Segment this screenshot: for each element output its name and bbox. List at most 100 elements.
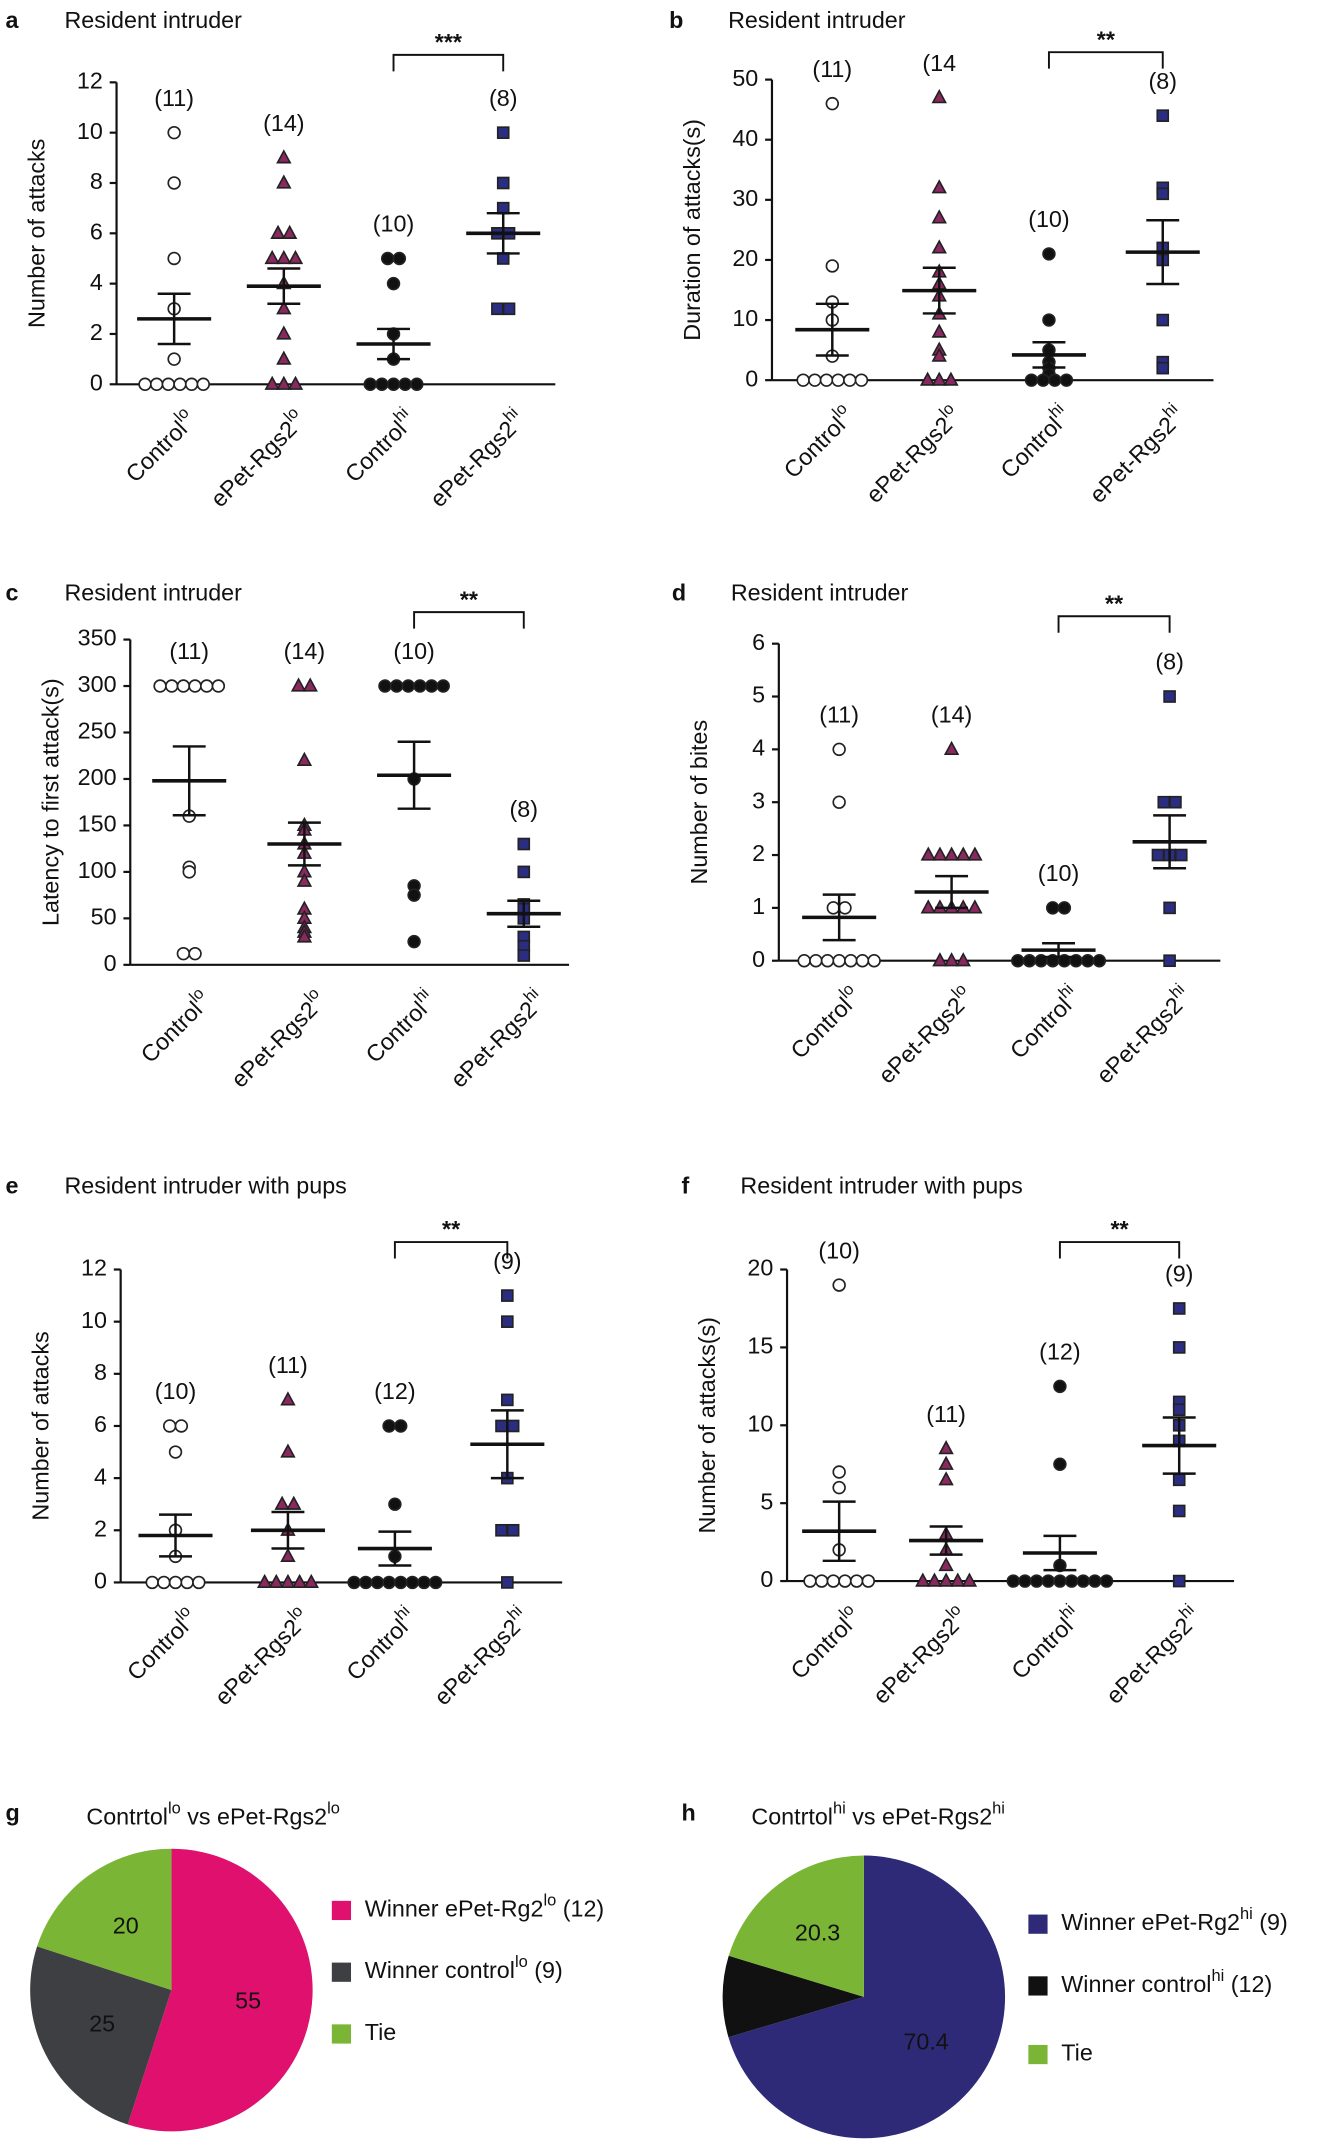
point	[1157, 795, 1171, 809]
point	[1006, 1574, 1021, 1588]
sem-bar	[157, 292, 191, 346]
panel-title: Contrtollo vs ePet-Rgs2lo	[86, 1800, 340, 1830]
point	[1174, 848, 1188, 862]
y-tick-label: 20	[732, 245, 758, 271]
text-part: Control	[779, 412, 850, 484]
sem-bar	[815, 302, 849, 357]
n-label: (11)	[169, 638, 209, 664]
sem-bar	[490, 1409, 524, 1480]
point	[501, 1315, 514, 1328]
y-tick-label: 5	[752, 682, 765, 708]
point	[276, 300, 292, 315]
text-part: Control	[122, 1614, 193, 1686]
n-label: (11)	[154, 85, 194, 111]
text-part: ePet-Rgs2	[425, 416, 521, 512]
superscript: lo	[515, 1954, 528, 1972]
significance-bracket	[392, 53, 505, 72]
point	[167, 352, 181, 366]
pie-slice	[728, 1855, 1006, 2139]
y-tick-label: 8	[90, 168, 103, 194]
panel-label: e	[5, 1172, 18, 1198]
text-part: (9)	[1253, 1909, 1288, 1935]
text-part: Control	[1006, 1613, 1077, 1685]
point	[280, 1573, 296, 1589]
panel-title: Resident intruder with pups	[740, 1172, 1022, 1198]
point	[826, 901, 841, 915]
n-label: (8)	[489, 85, 517, 111]
point	[495, 1419, 508, 1433]
point	[407, 888, 421, 902]
sem-bar	[1043, 1534, 1077, 1572]
y-tick-label: 4	[90, 269, 103, 295]
legend-swatch	[1028, 1914, 1048, 1934]
point	[184, 377, 199, 392]
point	[955, 846, 971, 861]
point	[819, 373, 834, 387]
x-tick-label: ePet-Rgs2lo	[203, 404, 311, 512]
point	[173, 377, 187, 392]
point	[401, 679, 415, 693]
x-tick-label: Controlhi	[337, 404, 420, 487]
point	[931, 347, 947, 362]
point	[286, 1495, 302, 1510]
point	[961, 1572, 978, 1587]
point	[1057, 901, 1072, 915]
point	[517, 949, 531, 962]
point	[394, 1575, 408, 1590]
text-part: ePet-Rgs2	[1085, 412, 1181, 508]
point	[1011, 953, 1025, 968]
panel-label: b	[669, 7, 683, 33]
significance-bracket	[1057, 615, 1171, 633]
n-label: (14)	[284, 638, 325, 664]
y-tick-label: 150	[78, 811, 117, 837]
point	[943, 371, 959, 386]
point	[1018, 1574, 1032, 1588]
text-part: ePet-Rgs2	[868, 1613, 964, 1709]
point	[280, 1391, 296, 1406]
n-label: (10)	[155, 1378, 196, 1404]
point	[915, 1572, 931, 1587]
point	[287, 249, 304, 265]
x-tick-label: Controllo	[133, 985, 216, 1068]
point	[967, 899, 983, 914]
text-part: Control	[340, 416, 411, 488]
point	[943, 846, 960, 861]
point	[861, 1574, 876, 1588]
point	[417, 1575, 431, 1590]
x-tick-label: Controlhi	[1002, 980, 1085, 1063]
n-label: (11)	[819, 702, 859, 728]
point	[363, 377, 377, 392]
point	[943, 740, 960, 755]
text-part: (12)	[1224, 1971, 1272, 1997]
text-part: Winner control	[1061, 1971, 1211, 1997]
point	[386, 377, 401, 392]
point	[920, 846, 936, 861]
point	[1059, 373, 1074, 387]
y-tick-label: 50	[91, 904, 117, 930]
slice-label: 55	[235, 1987, 261, 2013]
point	[276, 149, 292, 164]
significance-bracket	[1047, 51, 1164, 69]
x-tick-label: Controllo	[118, 404, 201, 487]
text-part: Control	[121, 416, 192, 488]
point	[424, 679, 439, 693]
x-tick-label: Controlhi	[993, 400, 1076, 483]
point	[832, 1465, 846, 1479]
point	[1163, 954, 1176, 968]
significance-label: **	[460, 586, 479, 612]
point	[820, 953, 835, 968]
y-tick-label: 3	[752, 787, 765, 813]
point	[168, 1575, 183, 1590]
point	[501, 1393, 514, 1407]
x-tick-label: ePet-Rgs2lo	[207, 1602, 315, 1710]
significance-bracket	[1058, 1241, 1181, 1259]
sem-bar	[397, 740, 431, 810]
text-part: Contrtol	[86, 1804, 168, 1830]
point	[162, 1419, 177, 1433]
panel-title: Resident intruder	[731, 579, 909, 605]
legend-swatch	[331, 1962, 352, 1982]
point	[832, 1278, 846, 1292]
sem-bar	[377, 327, 410, 361]
y-tick-label: 15	[747, 1333, 773, 1359]
point	[919, 371, 936, 386]
